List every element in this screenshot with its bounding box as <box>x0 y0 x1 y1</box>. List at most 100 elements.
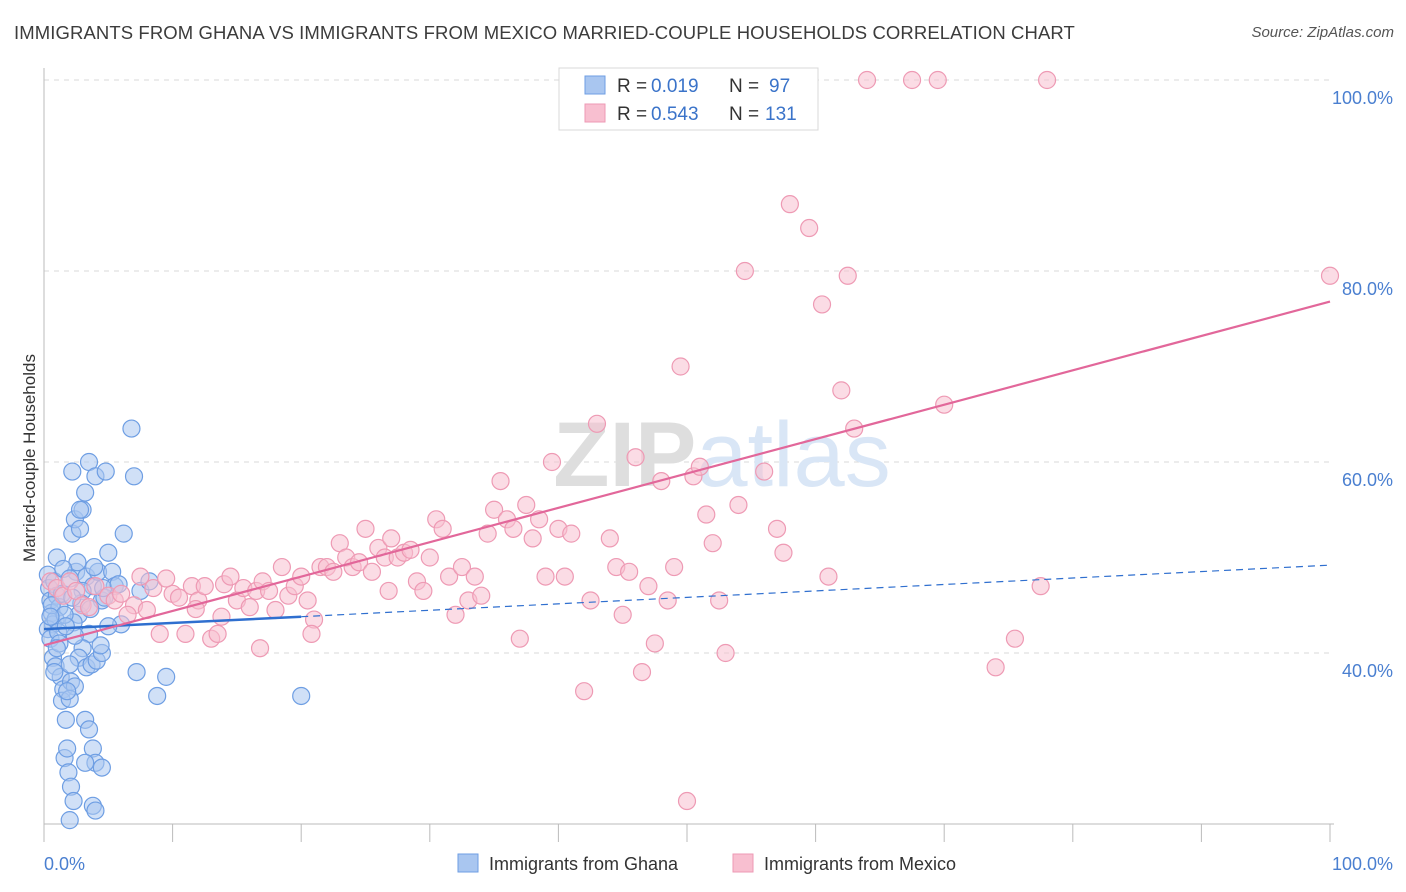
ghana-point-53 <box>79 720 99 739</box>
mexico-point-81 <box>600 529 619 548</box>
mexico-point-124 <box>157 569 176 588</box>
mexico-point-106 <box>800 218 819 238</box>
axes <box>43 68 1334 842</box>
chart-title: IMMIGRANTS FROM GHANA VS IMMIGRANTS FROM… <box>14 22 1075 43</box>
mexico-point-68 <box>504 519 523 538</box>
bottom-legend-mexico-swatch <box>732 853 754 873</box>
mexico-point-107 <box>812 295 832 314</box>
mexico-trend <box>43 300 1331 647</box>
ghana-point-91 <box>41 607 60 626</box>
mexico-point-14 <box>150 624 169 644</box>
mexico-point-98 <box>710 591 729 610</box>
y-tick-label-1: 80.0% <box>1342 279 1393 299</box>
mexico-point-36 <box>298 591 317 610</box>
mexico-point-112 <box>857 70 877 90</box>
mexico-point-69 <box>510 629 529 648</box>
mexico-point-110 <box>838 266 857 285</box>
ghana-point-22 <box>60 811 79 830</box>
mexico-point-108 <box>819 567 838 586</box>
mexico-point-100 <box>729 495 748 515</box>
mexico-point-128 <box>302 624 321 644</box>
x-tick-label-0: 0.0% <box>44 854 85 874</box>
ghana-series <box>38 419 311 830</box>
mexico-point-101 <box>735 261 754 281</box>
mexico-point-97 <box>703 534 722 553</box>
mexico-point-73 <box>536 567 555 586</box>
mexico-point-109 <box>832 381 851 400</box>
x-tick-labels: 0.0% 100.0% <box>44 854 1393 874</box>
y-tick-label-2: 60.0% <box>1342 470 1393 490</box>
bottom-legend-mexico-label: Immigrants from Mexico <box>764 854 956 874</box>
mexico-point-66 <box>491 472 510 491</box>
mexico-point-87 <box>639 577 658 596</box>
ghana-point-94 <box>91 636 110 655</box>
legend-mexico-n-value: 131 <box>765 104 797 125</box>
ghana-point-30 <box>76 483 95 502</box>
mexico-point-13 <box>144 578 163 598</box>
mexico-point-20 <box>195 577 214 596</box>
mexico-point-65 <box>485 500 504 519</box>
mexico-point-31 <box>266 600 285 620</box>
mexico-point-71 <box>523 529 542 548</box>
mexico-point-22 <box>208 624 227 644</box>
mexico-point-24 <box>221 567 240 586</box>
mexico-point-127 <box>250 639 270 658</box>
mexico-point-80 <box>587 414 607 433</box>
mexico-point-91 <box>665 557 684 577</box>
legend-mexico-r-label: R = <box>617 104 647 125</box>
mexico-point-102 <box>755 462 774 481</box>
y-tick-label-3: 40.0% <box>1342 661 1393 681</box>
mexico-point-64 <box>478 524 497 543</box>
ghana-point-34 <box>96 462 115 481</box>
mexico-point-126 <box>212 607 231 626</box>
mexico-point-59 <box>446 605 465 624</box>
mexico-point-77 <box>562 524 581 543</box>
mexico-point-103 <box>767 519 787 538</box>
mexico-point-17 <box>176 624 195 644</box>
mexico-point-84 <box>620 562 639 581</box>
ghana-point-31 <box>63 462 82 481</box>
ghana-point-61 <box>114 524 133 543</box>
bottom-legend: Immigrants from Ghana Immigrants from Me… <box>457 853 956 874</box>
mexico-point-32 <box>272 557 292 577</box>
mexico-series <box>41 70 1340 811</box>
mexico-point-46 <box>362 562 382 581</box>
mexico-point-78 <box>575 682 594 701</box>
ghana-point-86 <box>58 682 77 701</box>
ghana-point-92 <box>56 617 75 636</box>
mexico-point-76 <box>555 567 574 586</box>
ghana-point-87 <box>122 419 141 438</box>
legend-ghana-swatch <box>584 75 606 95</box>
legend-mexico-swatch <box>584 103 606 123</box>
mexico-point-116 <box>986 658 1005 677</box>
ghana-point-80 <box>85 557 104 577</box>
mexico-point-113 <box>902 70 922 90</box>
mexico-point-117 <box>1005 629 1025 648</box>
bottom-legend-ghana-label: Immigrants from Ghana <box>489 854 679 874</box>
ghana-point-68 <box>148 686 167 706</box>
mexico-point-62 <box>465 567 484 586</box>
mexico-point-70 <box>517 495 536 515</box>
mexico-point-118 <box>1031 577 1050 596</box>
ghana-point-59 <box>86 801 105 820</box>
ghana-trend-dashed <box>301 564 1331 618</box>
mexico-point-129 <box>1320 266 1340 285</box>
mexico-point-54 <box>414 581 433 601</box>
legend-ghana-r-value: 0.019 <box>651 76 699 97</box>
mexico-point-63 <box>472 586 491 605</box>
legend: R = 0.019 N = 97 R = 0.543 N = 131 <box>558 67 819 131</box>
mexico-point-90 <box>658 591 677 610</box>
ghana-trend-solid <box>43 615 302 631</box>
mexico-point-49 <box>382 529 401 548</box>
mexico-point-57 <box>433 519 452 538</box>
legend-ghana-n-value: 97 <box>769 76 790 97</box>
trend-lines <box>43 300 1331 647</box>
ghana-point-57 <box>76 753 95 772</box>
mexico-point-16 <box>169 588 189 607</box>
mexico-point-93 <box>677 791 697 811</box>
y-axis-label: Married-couple Households <box>20 354 39 562</box>
legend-mexico-r-value: 0.543 <box>651 104 699 125</box>
y-tick-labels: 100.0% 80.0% 60.0% 40.0% <box>1332 88 1393 681</box>
mexico-point-105 <box>780 195 799 214</box>
